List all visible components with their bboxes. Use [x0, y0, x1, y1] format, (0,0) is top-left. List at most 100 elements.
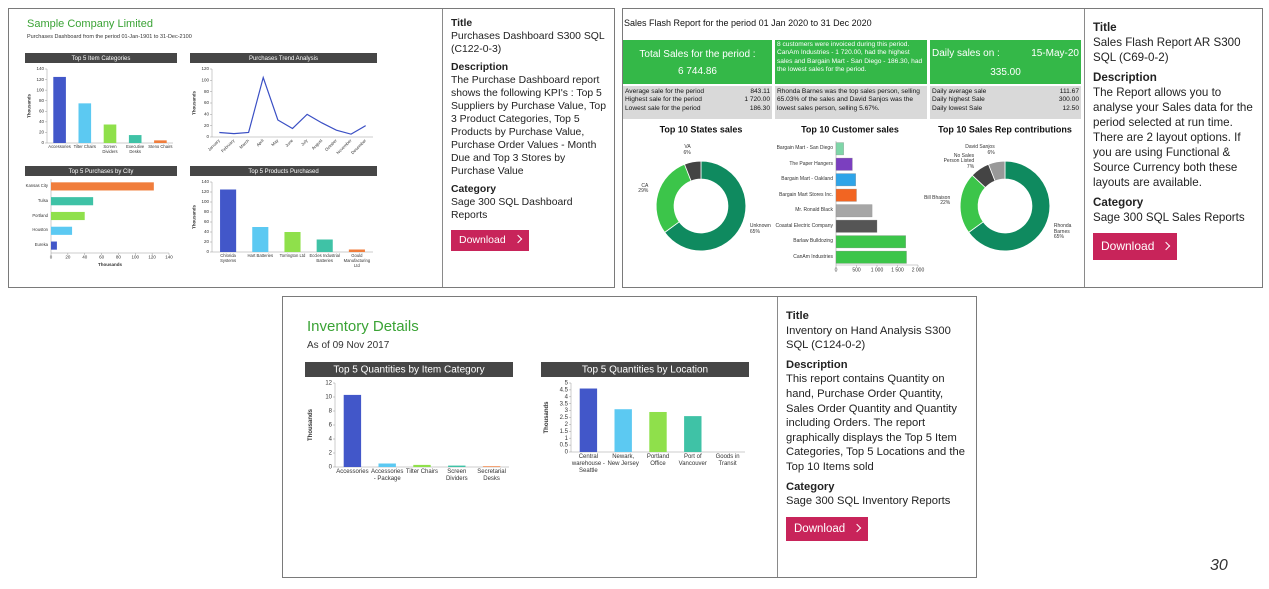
chart-title: Top 5 Quantities by Item Category	[333, 365, 484, 376]
chart-svg: Top 10 Sales Rep contributions	[938, 124, 1072, 252]
slice-value: 65%	[749, 228, 760, 235]
report-description: The Purchase Dashboard report shows the …	[451, 75, 606, 177]
chart-header	[25, 53, 177, 63]
stats-table: Average sale for the period 843.11 Highest…	[623, 86, 772, 119]
kpi-label: Daily sales on :	[932, 48, 1000, 59]
info-panel: Title Purchases Dashboard S300 SQL (C122…	[442, 9, 614, 287]
x-tick-label: 1 000	[871, 267, 884, 273]
slice-value: 7%	[966, 164, 975, 171]
x-tick-label: July	[300, 137, 309, 146]
chart: Top 10 Sales Rep contributions Rhonda Bar…	[924, 122, 1080, 274]
chart-svg: Top 5 Quantities by Item Category 0 2 4 6 8 10…	[305, 362, 513, 471]
x-tick-label: Secretarial Desks	[477, 469, 506, 482]
stats-label: Daily highest Sale	[932, 96, 985, 104]
chart: Top 10 States sales Unknown 65% CA 29% VA 6%	[630, 122, 772, 274]
preview-subheading: Purchases Dashboard from the period 01-J…	[27, 34, 192, 40]
x-tick-label: June	[284, 137, 294, 147]
y-tick-label: 6	[329, 423, 333, 429]
slice-category: No Sales Person Listed	[943, 152, 975, 165]
download-label[interactable]: Download	[794, 522, 846, 535]
slice-label: Unknown 65%	[749, 223, 784, 236]
x-tick-label: Accessories	[336, 469, 369, 475]
x-tick-label: Accessories - Package	[371, 469, 404, 482]
y-tick-label: 140	[201, 179, 209, 184]
y-tick-label: 100	[36, 87, 44, 92]
y-tick-label: 120	[36, 77, 44, 82]
x-tick-label: Port of Vancouver	[678, 454, 707, 467]
donut-slice	[664, 160, 747, 252]
bar	[835, 157, 853, 171]
y-tick-label: 0	[565, 450, 569, 456]
bar	[649, 411, 667, 452]
bar	[78, 103, 92, 143]
x-tick-label: 140	[165, 255, 173, 260]
kpi-daily: Daily sales on : 15-May-20 335.00	[930, 40, 1081, 84]
donut-slice	[655, 163, 692, 233]
x-tick-label: April	[255, 138, 265, 148]
x-tick-label: Hart Batteries	[247, 253, 274, 258]
chart-svg: Top 5 Products Purchased 0 20 40 60 80 100 120 1…	[190, 166, 377, 254]
slice-value: 65%	[1053, 234, 1064, 241]
download-button[interactable]: Download	[1093, 233, 1178, 260]
y-tick-label: 0.5	[560, 443, 569, 449]
y-tick-label: 40	[204, 229, 210, 234]
x-tick-label: 100	[132, 255, 140, 260]
bar	[579, 388, 598, 452]
slice-value: 6%	[683, 149, 691, 156]
stats-table: Daily average sale 111.67 Daily highest Sa…	[930, 86, 1081, 119]
donut-slice	[968, 160, 1051, 252]
y-tick-label: Houston	[32, 227, 48, 233]
kpi-total: Total Sales for the period : 6 744.86	[623, 40, 772, 84]
y-tick-label: 0	[41, 140, 44, 145]
download-label[interactable]: Download	[459, 234, 506, 246]
y-tick-label: 0	[206, 134, 209, 139]
slice-label: CA 29%	[614, 183, 648, 196]
download-button[interactable]: Download	[786, 516, 869, 542]
download-label[interactable]: Download	[1101, 239, 1155, 253]
y-tick-label: 2	[329, 451, 333, 457]
chevron-icon[interactable]	[852, 523, 862, 532]
y-tick-label: Kansas City	[25, 183, 48, 189]
y-tick-label: Bargain Mart - San Diego	[776, 145, 833, 151]
y-tick-label: 140	[36, 66, 44, 71]
download-button[interactable]: Download	[451, 230, 529, 251]
donut-slice	[683, 160, 702, 182]
y-tick-label: Portland	[32, 212, 48, 218]
category-label: Category	[786, 480, 835, 493]
slice-category: David Sanjos	[965, 144, 995, 151]
chart-svg: Top 5 Item Categories 0 20 40 60 80 100 120 140 T…	[25, 53, 177, 145]
y-tick-label: 3	[565, 408, 569, 414]
bar	[220, 189, 237, 252]
y-tick-label: Eureka	[34, 242, 48, 248]
y-axis-label: Thousands	[544, 401, 550, 434]
y-tick-label: 20	[39, 130, 45, 135]
slice-value: 6%	[987, 149, 995, 156]
x-tick-label: December	[350, 138, 368, 156]
chart: Top 5 Products Purchased 0 20 40 60 80 100 120 1…	[190, 166, 377, 268]
bar	[284, 232, 301, 252]
bar	[348, 249, 365, 252]
bar	[482, 466, 501, 467]
x-tick-label: 500	[852, 267, 861, 273]
kpi-value: 6 744.86	[678, 66, 717, 77]
slice-category: VA	[684, 144, 691, 151]
y-tick-label: 2.5	[560, 415, 569, 421]
chevron-icon[interactable]	[513, 234, 522, 244]
slice-label: Rhonda Barnes 65%	[1053, 223, 1088, 241]
y-tick-label: Bargain Mart - Oakland	[781, 176, 833, 182]
x-tick-label: 40	[82, 255, 88, 260]
y-tick-label: 100	[201, 78, 209, 83]
preview-heading: Sales Flash Report for the period 01 Jan…	[624, 18, 872, 28]
bar	[51, 211, 85, 221]
chart-svg: Top 5 Quantities by Location 00.511.522.5…	[541, 362, 749, 456]
bar	[103, 124, 117, 143]
description-label: Description	[451, 62, 509, 73]
info-panel: Title Inventory on Hand Analysis S300 SQ…	[777, 297, 976, 577]
chevron-icon[interactable]	[1162, 241, 1171, 251]
report-title: Sales Flash Report AR S300 SQL (C69-0-2)	[1093, 36, 1241, 64]
category-label: Category	[1093, 196, 1144, 209]
bar	[51, 182, 154, 191]
kpi-note: 8 customers were invoiced during this pe…	[775, 40, 927, 84]
chart-header	[190, 53, 377, 63]
chart-svg: Top 10 Customer sales 0 500 1 000 1 500 2 000	[801, 124, 924, 273]
